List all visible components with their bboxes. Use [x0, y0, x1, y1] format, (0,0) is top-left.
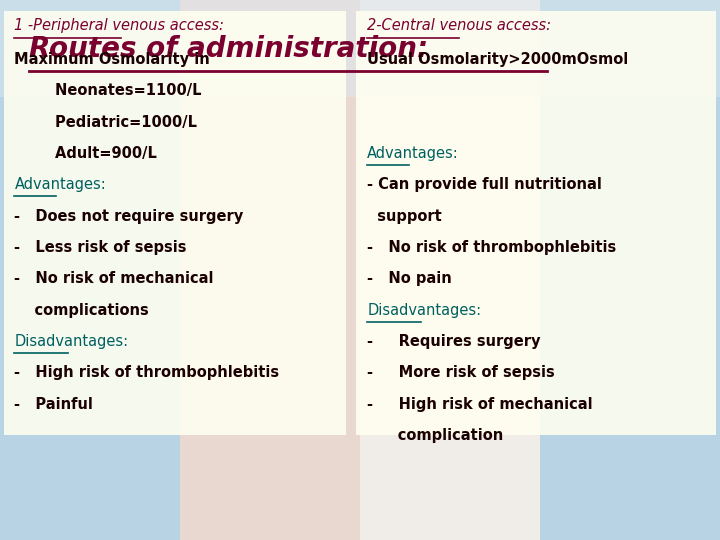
Text: Routes of administration:: Routes of administration: — [29, 35, 428, 63]
Text: -   Painful: - Painful — [14, 397, 94, 411]
Text: Advantages:: Advantages: — [367, 146, 459, 161]
Text: complications: complications — [14, 303, 149, 318]
Text: -     Requires surgery: - Requires surgery — [367, 334, 541, 349]
Text: - Can provide full nutritional: - Can provide full nutritional — [367, 178, 602, 192]
Text: complication: complication — [367, 428, 503, 443]
Text: Maximum Osmolarity in: Maximum Osmolarity in — [14, 52, 210, 67]
Bar — [0, 0, 180, 540]
Text: -     More risk of sepsis: - More risk of sepsis — [367, 366, 555, 380]
Bar — [0, 0, 720, 97]
Bar — [180, 0, 360, 540]
Bar — [356, 11, 716, 435]
Text: -   High risk of thrombophlebitis: - High risk of thrombophlebitis — [14, 366, 279, 380]
Text: Disadvantages:: Disadvantages: — [367, 303, 482, 318]
Text: -   No risk of thrombophlebitis: - No risk of thrombophlebitis — [367, 240, 616, 255]
Text: -     High risk of mechanical: - High risk of mechanical — [367, 397, 593, 411]
Bar — [540, 0, 720, 540]
Text: Disadvantages:: Disadvantages: — [14, 334, 129, 349]
Bar — [360, 0, 540, 540]
Text: 2-Central venous access:: 2-Central venous access: — [367, 18, 552, 33]
Text: -   No pain: - No pain — [367, 272, 452, 286]
Text: -   Does not require surgery: - Does not require surgery — [14, 209, 243, 224]
Text: Pediatric=1000/L: Pediatric=1000/L — [14, 115, 197, 130]
Text: Usual Osmolarity>2000mOsmol: Usual Osmolarity>2000mOsmol — [367, 52, 629, 67]
Text: Advantages:: Advantages: — [14, 178, 106, 192]
Text: Neonates=1100/L: Neonates=1100/L — [14, 84, 202, 98]
Text: Adult=900/L: Adult=900/L — [14, 146, 157, 161]
Text: 1 -Peripheral venous access:: 1 -Peripheral venous access: — [14, 18, 224, 33]
Text: support: support — [367, 209, 442, 224]
Text: -   Less risk of sepsis: - Less risk of sepsis — [14, 240, 187, 255]
Text: -   No risk of mechanical: - No risk of mechanical — [14, 272, 214, 286]
Bar — [4, 11, 346, 435]
